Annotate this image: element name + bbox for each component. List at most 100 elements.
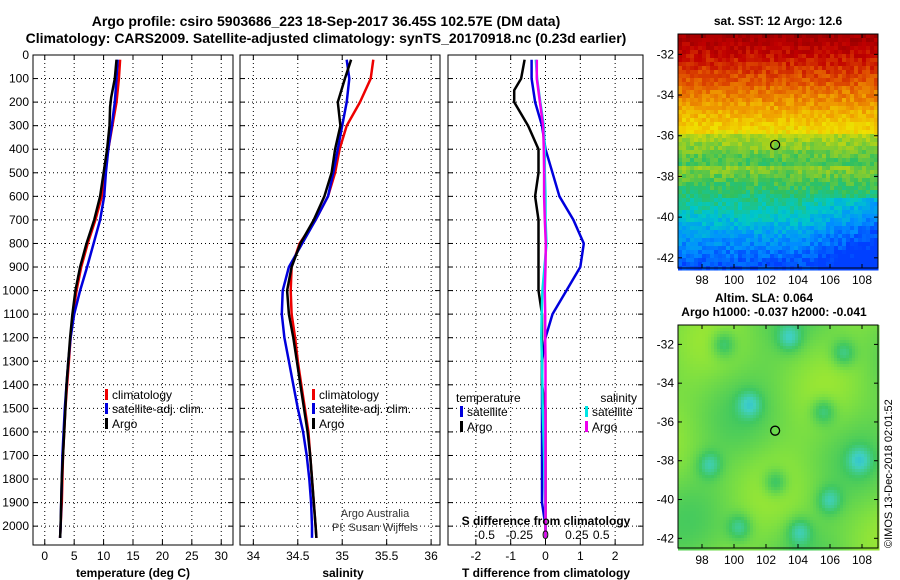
heatmap-cell [870,210,875,215]
heatmap-cell [758,126,763,131]
heatmap-cell [837,349,841,353]
heatmap-cell [792,325,796,329]
heatmap-cell [762,391,766,395]
heatmap-cell [810,334,814,338]
heatmap-cell [846,62,851,67]
heatmap-cell [732,355,736,359]
heatmap-cell [735,337,739,341]
legend-swatch [312,418,315,429]
heatmap-cell [694,122,699,127]
heatmap-cell [854,222,859,227]
heatmap-cell [746,230,751,235]
heatmap-cell [834,202,839,207]
heatmap-cell [774,202,779,207]
heatmap-cell [732,349,736,353]
heatmap-cell [806,158,811,163]
heatmap-cell [717,337,721,341]
heatmap-cell [778,38,783,43]
heatmap-cell [782,238,787,243]
heatmap-cell [750,218,755,223]
heatmap-cell [849,367,853,371]
heatmap-cell [686,78,691,83]
heatmap-cell [708,349,712,353]
heatmap-cell [792,364,796,368]
heatmap-cell [810,74,815,79]
heatmap-cell [854,150,859,155]
heatmap-cell [825,361,829,365]
heatmap-cell [801,325,805,329]
heatmap-cell [726,230,731,235]
heatmap-cell [822,258,827,263]
heatmap-cell [684,385,688,389]
heatmap-cell [726,130,731,135]
heatmap-cell [873,382,877,386]
heatmap-cell [858,352,862,356]
heatmap-cell [723,379,727,383]
heatmap-cell [810,98,815,103]
heatmap-cell [814,142,819,147]
heatmap-cell [750,394,754,398]
heatmap-cell [810,118,815,123]
heatmap-cell [722,46,727,51]
heatmap-cell [840,388,844,392]
heatmap-cell [710,202,715,207]
heatmap-cell [825,334,829,338]
title-line-2: Climatology: CARS2009. Satellite-adjuste… [26,30,627,46]
heatmap-cell [795,352,799,356]
heatmap-cell [726,254,731,259]
heatmap-cell [678,98,683,103]
heatmap-cell [806,142,811,147]
heatmap-cell [786,388,790,392]
heatmap-cell [861,391,865,395]
heatmap-cell [838,130,843,135]
heatmap-cell [682,94,687,99]
heatmap-cell [862,162,867,167]
heatmap-cell [822,325,826,329]
heatmap-cell [696,397,700,401]
heatmap-cell [866,66,871,71]
heatmap-cell [758,150,763,155]
heatmap-cell [858,82,863,87]
heatmap-cell [750,74,755,79]
heatmap-cell [711,364,715,368]
heatmap-cell [758,134,763,139]
heatmap-cell [741,325,745,329]
heatmap-cell [690,154,695,159]
heatmap-cell [698,122,703,127]
heatmap-cell [816,376,820,380]
heatmap-cell [794,134,799,139]
heatmap-cell [758,106,763,111]
heatmap-cell [802,262,807,267]
heatmap-cell [837,364,841,368]
heatmap-cell [861,370,865,374]
heatmap-cell [830,98,835,103]
heatmap-cell [714,346,718,350]
heatmap-cell [770,126,775,131]
heatmap-cell [734,70,739,75]
heatmap-cell [814,162,819,167]
heatmap-cell [849,331,853,335]
heatmap-cell [810,349,814,353]
heatmap-cell [846,340,850,344]
heatmap-cell [789,343,793,347]
heatmap-cell [770,218,775,223]
heatmap-cell [849,370,853,374]
heatmap-cell [858,397,862,401]
heatmap-cell [730,90,735,95]
heatmap-cell [723,349,727,353]
heatmap-cell [806,242,811,247]
heatmap-cell [678,242,683,247]
heatmap-cell [838,134,843,139]
heatmap-cell [718,118,723,123]
heatmap-cell [762,150,767,155]
heatmap-cell [710,206,715,211]
heatmap-cell [762,250,767,255]
heatmap-cell [741,364,745,368]
heatmap-cell [794,186,799,191]
heatmap-cell [774,254,779,259]
heatmap-cell [690,358,694,362]
heatmap-cell [686,90,691,95]
heatmap-cell [794,42,799,47]
heatmap-cell [718,34,723,39]
heatmap-cell [786,334,790,338]
